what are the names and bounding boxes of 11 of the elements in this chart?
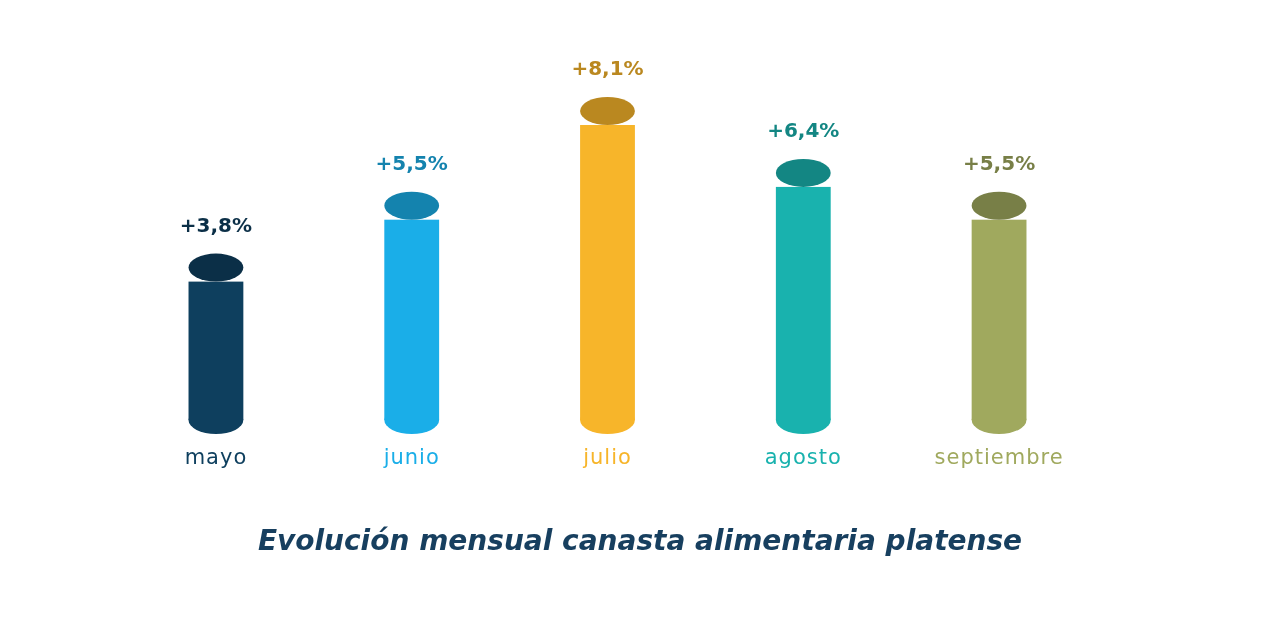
data-label: +3,8%	[179, 212, 253, 237]
data-label: +6,4%	[767, 117, 840, 142]
x-tick-label: agosto	[764, 445, 842, 469]
data-label: +5,5%	[375, 150, 448, 175]
data-label: +5,5%	[962, 150, 1036, 175]
x-tick-label: julio	[582, 445, 632, 469]
x-tick-label: junio	[382, 445, 440, 469]
data-label: +8,1%	[571, 56, 644, 80]
text: Evolución mensual canasta alimentaria platense	[257, 524, 1023, 557]
x-tick-label: mayo	[184, 445, 248, 469]
x-tick-label: septiembre	[934, 445, 1064, 469]
